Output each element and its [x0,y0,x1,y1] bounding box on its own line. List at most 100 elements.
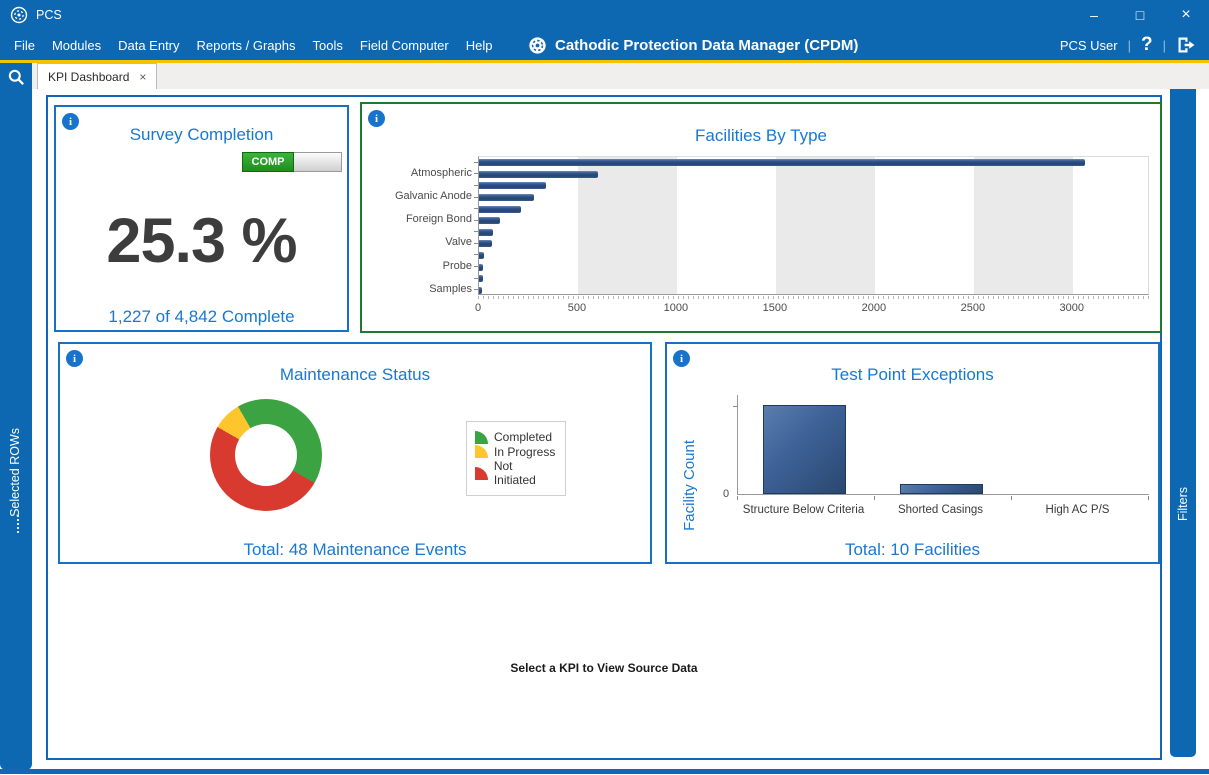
kpi-title: Maintenance Status [60,365,650,385]
y-axis-tick [474,197,478,198]
y-tick-label: Foreign Bond [362,213,472,225]
grip-dots[interactable] [17,515,19,534]
info-glyph: i [73,353,76,365]
comp-progress: COMP [242,152,342,172]
kpi-survey-completion[interactable]: i Survey Completion COMP 25.3 % 1,227 of… [54,105,349,332]
bar-unlabeled[interactable] [479,159,1085,166]
separator: | [1163,38,1166,53]
bar-probe[interactable] [479,264,483,271]
bar-samples[interactable] [479,287,482,294]
maintenance-total: Total: 48 Maintenance Events [60,540,650,560]
y-tick-label: Atmospheric [362,167,472,179]
x-axis-tick [874,496,875,500]
app-header: Cathodic Protection Data Manager (CPDM) [528,30,858,60]
filters-label: Filters [1176,487,1190,521]
info-icon[interactable]: i [368,110,385,127]
y-axis-tick [474,266,478,267]
window-bottom-border [0,769,1209,774]
y-axis-tick [474,289,478,290]
bar-shorted-casings[interactable] [900,484,983,494]
info-glyph: i [375,113,378,125]
x-tick-label: 0 [475,302,481,314]
user-label[interactable]: PCS User [1060,38,1118,53]
kpi-test-point-exceptions[interactable]: i Test Point Exceptions Facility Count S… [665,342,1160,564]
search-icon[interactable] [0,63,32,91]
logout-icon[interactable] [1176,36,1197,54]
legend-item: Not Initiated [475,459,557,487]
y-axis-tick [733,406,737,407]
testpoint-total: Total: 10 Facilities [667,540,1158,560]
legend-label: Not Initiated [494,459,557,487]
y-axis-tick [474,231,478,232]
menu-item-file[interactable]: File [14,38,35,53]
x-tick-label: 3000 [1060,302,1084,314]
separator: | [1128,38,1131,53]
tab-label: KPI Dashboard [48,70,129,84]
bar-unlabeled[interactable] [479,182,546,189]
donut-hole [235,424,297,486]
bar-unlabeled[interactable] [479,275,483,282]
kpi-maintenance-status[interactable]: i Maintenance Status Completed In Progre… [58,342,652,564]
x-category-label: Structure Below Criteria [729,504,879,516]
x-tick-label: 1000 [664,302,688,314]
selected-rows-sidebar[interactable]: Selected ROWs [0,63,32,770]
y-axis-tick [474,278,478,279]
dashboard-panel: i Survey Completion COMP 25.3 % 1,227 of… [46,95,1162,760]
bar-structure-below-criteria[interactable] [763,405,846,494]
app-logo-icon [10,6,28,24]
x-axis-tick [1148,496,1149,500]
kpi-title: Facilities By Type [362,126,1160,146]
kpi-facilities-by-type[interactable]: i Facilities By Type AtmosphericGalvanic… [360,102,1162,333]
menu-items: File Modules Data Entry Reports / Graphs Too… [14,30,493,60]
survey-completion-value: 25.3 % [56,185,347,297]
y-axis-tick [474,173,478,174]
y-axis-tick [474,243,478,244]
x-axis-tick [1011,496,1012,500]
legend-label: Completed [494,430,552,444]
tab-close-icon[interactable]: × [139,70,146,84]
bar-galvanic-anode[interactable] [479,194,534,201]
bar-unlabeled[interactable] [479,206,521,213]
legend-label: In Progress [494,445,555,459]
y-axis-tick [474,254,478,255]
plot-area [478,156,1149,295]
bar-atmospheric[interactable] [479,171,598,178]
maintenance-donut-chart[interactable] [210,399,322,511]
menu-item-reports-graphs[interactable]: Reports / Graphs [197,38,296,53]
menu-item-tools[interactable]: Tools [313,38,343,53]
menu-item-data-entry[interactable]: Data Entry [118,38,179,53]
bar-foreign-bond[interactable] [479,217,500,224]
minimize-button[interactable]: – [1071,0,1117,30]
bar-valve[interactable] [479,240,492,247]
menu-item-help[interactable]: Help [466,38,493,53]
x-category-label: High AC P/S [1003,504,1153,516]
help-button[interactable]: ? [1141,34,1153,56]
maximize-button[interactable]: □ [1117,0,1163,30]
x-tick-label: 500 [568,302,586,314]
bar-unlabeled[interactable] [479,229,493,236]
y-tick-label-zero: 0 [723,488,729,500]
y-tick-label: Valve [362,236,472,248]
legend-marker-in-progress [475,445,488,458]
menu-item-modules[interactable]: Modules [52,38,101,53]
comp-progress-fill: COMP [242,152,294,172]
close-button[interactable]: × [1163,0,1209,30]
menu-item-field-computer[interactable]: Field Computer [360,38,449,53]
y-axis-tick [474,185,478,186]
y-axis-tick [474,220,478,221]
filters-sidebar[interactable]: Filters [1170,89,1196,757]
x-tick-label: 2500 [961,302,985,314]
y-tick-label: Samples [362,283,472,295]
x-axis-tick [737,496,738,500]
legend-item: Completed [475,430,557,444]
bar-unlabeled[interactable] [479,252,484,259]
maintenance-legend: Completed In Progress Not Initiated [466,421,566,496]
window-title: PCS [36,8,62,22]
grid-band [776,157,875,294]
y-tick-label: Probe [362,260,472,272]
info-glyph: i [680,353,683,365]
grid-band [974,157,1073,294]
legend-marker-completed [475,431,488,444]
title-bar: PCS – □ × [0,0,1209,30]
tab-kpi-dashboard[interactable]: KPI Dashboard × [37,63,157,89]
